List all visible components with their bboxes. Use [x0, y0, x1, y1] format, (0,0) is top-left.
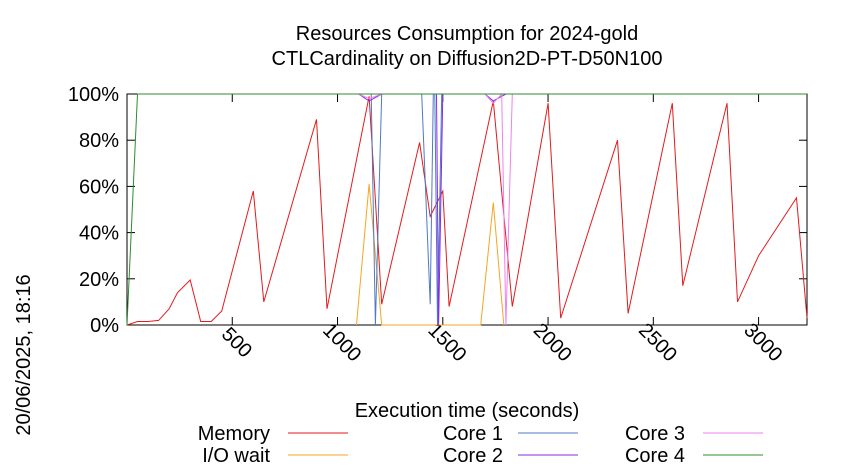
series-line-i-o-wait — [356, 184, 505, 326]
y-tick-label: 20% — [79, 269, 119, 291]
y-tick-label: 40% — [79, 223, 119, 245]
legend-label-core-1: Core 1 — [443, 423, 503, 445]
x-tick-label: 1500 — [424, 319, 471, 366]
legend-label-core-4: Core 4 — [625, 445, 685, 467]
x-tick-label: 500 — [217, 323, 256, 362]
timestamp-label: 20/06/2025, 18:16 — [13, 274, 35, 435]
x-tick-label: 1000 — [318, 319, 365, 366]
plot-frame — [126, 93, 808, 326]
chart-subtitle: CTLCardinality on Diffusion2D-PT-D50N100 — [272, 48, 663, 70]
series-line-memory — [126, 96, 808, 326]
series-line-core-3 — [358, 92, 513, 326]
series-line-core-2 — [358, 93, 507, 326]
x-tick-label: 2000 — [529, 319, 576, 366]
y-tick-label: 0% — [90, 315, 119, 337]
x-tick-label: 3000 — [739, 319, 786, 366]
legend-label-core-3: Core 3 — [625, 423, 685, 445]
legend-label-core-2: Core 2 — [443, 445, 503, 467]
y-tick-label: 60% — [79, 176, 119, 198]
chart-title: Resources Consumption for 2024-gold — [296, 23, 638, 45]
x-tick-label: 2500 — [634, 319, 681, 366]
legend-label-i-o-wait: I/O wait — [202, 445, 270, 467]
y-tick-label: 80% — [79, 130, 119, 152]
series-line-core-4 — [126, 93, 807, 326]
series-layer — [126, 92, 808, 326]
y-tick-label: 100% — [68, 84, 119, 106]
y-axis: 0% 20% 40% 60% 80% 100% — [68, 84, 807, 337]
legend-label-memory: Memory — [198, 423, 270, 445]
x-axis-label: Execution time (seconds) — [355, 400, 580, 422]
